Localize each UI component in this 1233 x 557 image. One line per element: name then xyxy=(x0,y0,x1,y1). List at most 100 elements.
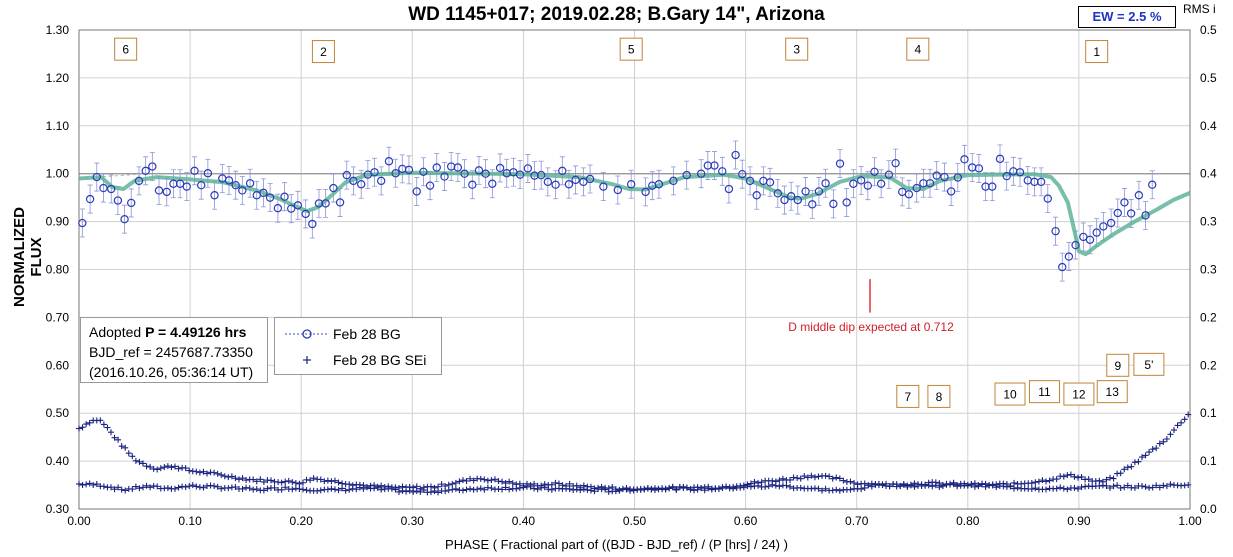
flux-point xyxy=(543,177,553,187)
rms-lower-marker xyxy=(836,487,843,494)
rms-upper-marker xyxy=(79,424,86,431)
rms-lower-marker xyxy=(939,483,946,490)
error-bar xyxy=(122,204,128,234)
rms-upper-marker xyxy=(1067,471,1074,478)
annotation-text: D middle dip expected at 0.712 xyxy=(788,320,954,334)
rms-lower-marker xyxy=(413,487,420,494)
rms-lower-marker xyxy=(83,481,90,488)
rms-lower-marker xyxy=(1032,485,1039,492)
rms-upper-marker xyxy=(1043,478,1050,485)
rms-lower-marker xyxy=(932,482,939,489)
rms-upper-marker xyxy=(1032,479,1039,486)
dip-label: 13 xyxy=(1106,385,1120,399)
rms-upper-marker xyxy=(331,477,338,484)
flux-point xyxy=(718,167,727,176)
dip-label-box xyxy=(114,37,138,61)
flux-point xyxy=(488,179,497,188)
error-bar xyxy=(837,149,843,179)
rms-lower-marker xyxy=(950,481,957,488)
flux-point xyxy=(773,189,783,198)
rms-upper-marker xyxy=(1103,476,1110,483)
dip-label-box xyxy=(896,384,920,408)
rms-upper-marker xyxy=(328,478,335,485)
rms-lower-marker xyxy=(1011,485,1018,492)
rms-upper-marker xyxy=(335,479,342,486)
rms-lower-marker xyxy=(1160,482,1167,489)
rms-upper-marker xyxy=(456,478,463,485)
rms-upper-marker xyxy=(459,477,466,484)
rms-lower-marker xyxy=(335,487,342,494)
rms-upper-marker xyxy=(808,472,815,479)
flux-point xyxy=(154,186,164,195)
dip-label-box xyxy=(1063,382,1095,406)
rms-lower-marker xyxy=(1185,481,1192,488)
flux-point xyxy=(412,187,421,196)
error-bar xyxy=(983,172,989,202)
rms-lower-marker xyxy=(570,487,577,494)
rms-lower-marker xyxy=(107,484,114,491)
dip-label: 8 xyxy=(936,390,943,404)
flux-point xyxy=(599,182,608,191)
error-bar xyxy=(906,179,912,209)
rms-lower-marker xyxy=(93,481,100,488)
flux-point xyxy=(1092,228,1101,237)
dip-label: 3 xyxy=(793,43,800,57)
error-bar xyxy=(497,153,503,183)
rms-upper-marker xyxy=(1060,473,1067,480)
y-tick-label: 1.30 xyxy=(46,23,70,37)
error-bar xyxy=(850,169,856,199)
rms-lower-marker xyxy=(694,486,701,493)
rms-lower-marker xyxy=(182,483,189,490)
rms-lower-marker xyxy=(701,487,708,494)
legend-label-rms: Feb 28 BG SEi xyxy=(333,352,427,368)
dip-label: 12 xyxy=(1072,388,1086,402)
flux-point xyxy=(370,168,379,177)
rms-upper-marker xyxy=(555,480,562,487)
legend: Feb 28 BG Feb 28 BG SEi xyxy=(274,317,442,375)
rms-lower-marker xyxy=(243,484,250,491)
dip-label-box xyxy=(1106,353,1130,377)
rms-upper-marker xyxy=(100,421,107,428)
rms-lower-marker xyxy=(502,484,509,491)
rms-lower-marker xyxy=(303,487,310,494)
flux-point xyxy=(265,193,275,202)
rms-lower-marker xyxy=(474,486,481,493)
rms-lower-marker xyxy=(129,486,136,493)
error-bar xyxy=(372,157,378,187)
rms-lower-marker xyxy=(886,483,893,490)
rms-lower-marker xyxy=(250,486,257,493)
y-tick-label: 0.40 xyxy=(46,454,70,468)
rms-lower-marker xyxy=(346,486,353,493)
flux-point xyxy=(391,169,400,178)
dip-label: 5' xyxy=(1144,358,1153,372)
rms-upper-marker xyxy=(218,471,225,478)
rms-upper-marker xyxy=(488,477,495,484)
rms-lower-marker xyxy=(577,487,584,494)
rms-upper-marker xyxy=(833,474,840,481)
rms-upper-marker xyxy=(452,479,459,486)
rms-lower-marker xyxy=(406,487,413,494)
rms-lower-marker xyxy=(388,485,395,492)
rms-lower-marker xyxy=(1117,484,1124,491)
rms-lower-marker xyxy=(175,484,182,491)
error-bar xyxy=(767,167,773,197)
dip-label-box xyxy=(1085,40,1109,64)
rms-upper-marker xyxy=(801,473,808,480)
y-tick-label: 0.30 xyxy=(46,502,70,516)
rms-upper-marker xyxy=(317,476,324,483)
flux-point xyxy=(613,185,623,195)
rms-lower-marker xyxy=(776,483,783,490)
flux-point xyxy=(1071,240,1080,250)
flux-point xyxy=(293,201,303,210)
rms-lower-marker xyxy=(573,486,580,493)
rms-lower-marker xyxy=(363,484,370,491)
rms-lower-marker xyxy=(787,483,794,490)
flux-point xyxy=(1015,168,1025,177)
x-tick-label: 0.40 xyxy=(512,514,536,528)
flux-point xyxy=(349,176,358,186)
rms-lower-marker xyxy=(90,481,97,488)
y2-tick-label: 0.3 xyxy=(1200,215,1217,229)
y-tick-label: 0.70 xyxy=(46,310,70,324)
rms-upper-marker xyxy=(427,483,434,490)
flux-point xyxy=(92,172,101,182)
